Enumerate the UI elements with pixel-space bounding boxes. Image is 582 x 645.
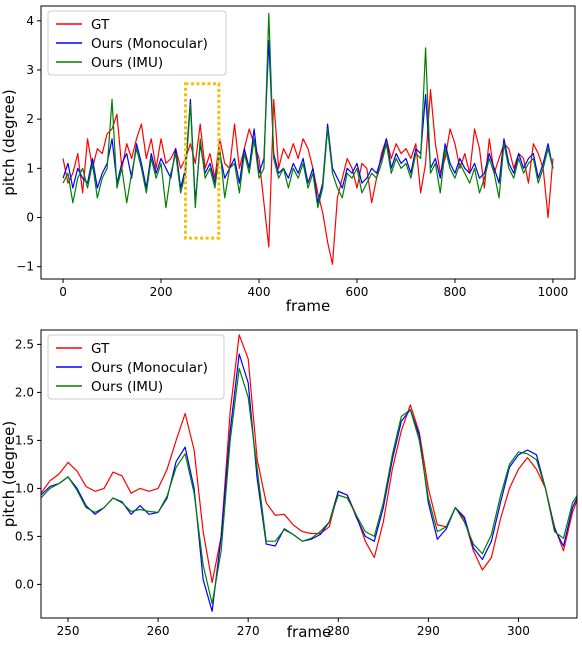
legend-label: Ours (Monocular): [91, 360, 208, 376]
x-axis-label: frame: [286, 297, 330, 315]
y-tick-label: 1.0: [15, 481, 34, 495]
legend-label: GT: [91, 17, 110, 33]
legend: GT Ours (Monocular) Ours (IMU): [47, 334, 225, 400]
x-tick-label: 300: [507, 624, 530, 638]
x-tick-label: 400: [248, 285, 271, 299]
axes-frame: [40, 329, 578, 619]
legend-label: Ours (IMU): [91, 379, 163, 395]
legend-label: Ours (Monocular): [91, 36, 208, 52]
x-tick-label: 250: [57, 624, 80, 638]
y-axis-label: pitch (degree): [0, 89, 18, 195]
series-line-imu: [62, 12, 554, 209]
y-axis-label: pitch (degree): [0, 421, 18, 527]
series-line-monocular: [41, 353, 577, 612]
legend-label: Ours (IMU): [91, 55, 163, 71]
top-chart: 0 200 400 600 800 1000 −1 0 1 2 3 4 frame pitch (degr…: [0, 5, 576, 315]
legend: GT Ours (Monocular) Ours (IMU): [47, 10, 227, 76]
y-tick-label: 1.5: [15, 433, 34, 447]
x-tick-label: 260: [147, 624, 170, 638]
x-tick-label: 280: [327, 624, 350, 638]
x-tick-label: 1000: [538, 285, 569, 299]
series-group: [41, 334, 577, 612]
y-tick-label: 3: [26, 63, 34, 77]
series-line-monocular: [62, 39, 554, 204]
legend-box: [47, 10, 227, 76]
x-tick-label: 800: [444, 285, 467, 299]
y-tick-label: 4: [26, 14, 34, 28]
x-tick-label: 270: [237, 624, 260, 638]
bottom-chart: 250 260 270 280 290 300 0.0 0.5 1.0 1.5 2.0 2.5 fram…: [0, 329, 578, 641]
y-tick-label: 2.5: [15, 337, 34, 351]
legend-box: [47, 334, 225, 400]
series-line-gt: [41, 334, 577, 584]
series-line-imu: [41, 367, 577, 605]
highlight-box: [184, 82, 221, 240]
y-tick-label: 2: [26, 112, 34, 126]
series-group: [62, 12, 554, 265]
axes-frame: [40, 5, 576, 280]
legend-label: GT: [91, 341, 110, 357]
x-axis-label: frame: [287, 623, 331, 641]
x-tick-label: 290: [417, 624, 440, 638]
y-tick-label: 2.0: [15, 385, 34, 399]
y-tick-label: 0: [26, 211, 34, 225]
y-tick-label: 0.0: [15, 577, 34, 591]
series-line-gt: [62, 89, 554, 265]
x-tick-label: 0: [59, 285, 67, 299]
y-tick-label: 1: [26, 161, 34, 175]
x-tick-label: 600: [346, 285, 369, 299]
y-tick-label: −1: [16, 260, 34, 274]
x-tick-label: 200: [150, 285, 173, 299]
y-tick-label: 0.5: [15, 529, 34, 543]
